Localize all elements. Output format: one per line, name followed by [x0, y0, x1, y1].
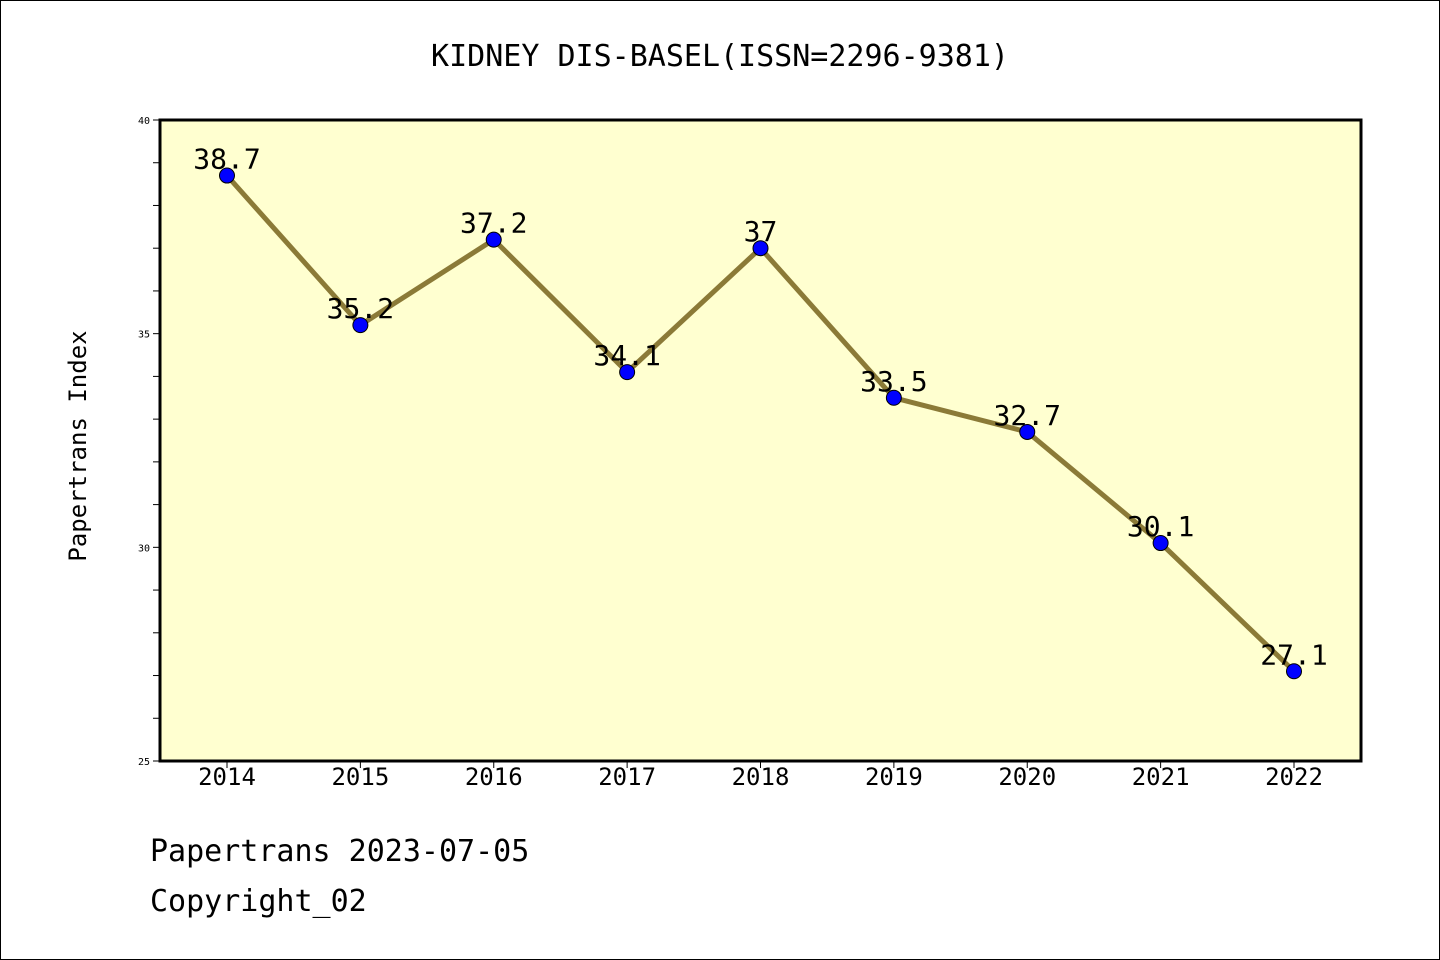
y-axis-label: Papertrans Index [64, 330, 92, 561]
footer-copyright: Copyright_02 [150, 884, 367, 919]
data-label: 30.1 [1127, 510, 1194, 543]
data-point [219, 167, 235, 184]
x-tick-label: 2017 [598, 763, 656, 791]
data-label: 38.7 [193, 143, 260, 176]
data-point [619, 364, 636, 381]
y-tick-label: 40 [138, 116, 150, 127]
x-tick-label: 2016 [465, 763, 523, 791]
x-tick-label: 2021 [1132, 763, 1190, 791]
x-axis-ticks: 2014 2015 2016 2017 2018 2019 2020 2021 2022 [198, 761, 1323, 791]
y-tick-label: 25 [138, 757, 150, 768]
data-label: 32.7 [994, 399, 1061, 432]
x-tick-label: 2014 [198, 763, 256, 791]
data-point [1286, 663, 1302, 680]
x-tick-label: 2015 [331, 763, 389, 791]
x-tick-label: 2020 [998, 763, 1056, 791]
data-label: 34.1 [593, 339, 660, 372]
data-label: 35.2 [327, 292, 394, 325]
data-point [885, 389, 902, 406]
x-tick-label: 2019 [865, 763, 923, 791]
footer-date-line: Papertrans 2023-07-05 [150, 834, 530, 869]
y-tick-label: 35 [138, 330, 150, 341]
y-axis-ticks: 25 30 35 40 [138, 116, 160, 768]
series-layer: 38.7 35.2 37.2 34.1 37 33.5 32.7 30.1 27.1 [193, 143, 1328, 680]
data-point [485, 231, 502, 248]
data-point [352, 317, 369, 334]
x-tick-label: 2018 [732, 763, 790, 791]
data-label: 33.5 [860, 365, 927, 398]
data-point [1152, 535, 1169, 552]
data-label: 37 [744, 215, 778, 248]
data-label: 37.2 [460, 207, 527, 240]
x-tick-label: 2022 [1265, 763, 1323, 791]
data-point [752, 240, 769, 257]
y-tick-label: 30 [138, 543, 150, 554]
plot-area [158, 118, 1363, 763]
chart-title: KIDNEY DIS-BASEL(ISSN=2296-9381) [431, 39, 1009, 74]
data-point [1019, 423, 1036, 440]
data-label: 27.1 [1260, 638, 1327, 671]
